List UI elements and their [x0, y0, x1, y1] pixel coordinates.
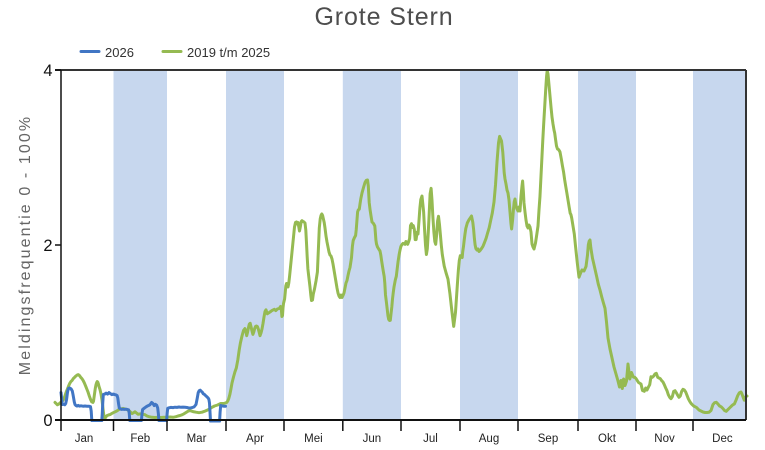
- svg-text:2019 t/m 2025: 2019 t/m 2025: [187, 45, 270, 60]
- svg-text:2026: 2026: [105, 45, 134, 60]
- svg-text:4: 4: [43, 62, 52, 80]
- svg-text:Mar: Mar: [187, 433, 207, 445]
- svg-text:Jul: Jul: [423, 433, 438, 445]
- svg-text:Okt: Okt: [598, 433, 617, 445]
- svg-text:Dec: Dec: [712, 433, 733, 445]
- svg-text:Grote Stern: Grote Stern: [314, 3, 453, 31]
- svg-text:Apr: Apr: [246, 433, 264, 445]
- svg-text:2: 2: [43, 237, 52, 255]
- svg-text:Feb: Feb: [130, 433, 150, 445]
- svg-text:0: 0: [43, 412, 52, 430]
- svg-text:Mei: Mei: [304, 433, 323, 445]
- svg-text:Aug: Aug: [479, 433, 499, 445]
- svg-text:Meldingsfrequentie 0 - 100%: Meldingsfrequentie 0 - 100%: [17, 115, 34, 375]
- svg-text:Jan: Jan: [75, 433, 94, 445]
- svg-text:Sep: Sep: [538, 433, 558, 445]
- svg-text:Jun: Jun: [363, 433, 382, 445]
- svg-text:Nov: Nov: [654, 433, 675, 445]
